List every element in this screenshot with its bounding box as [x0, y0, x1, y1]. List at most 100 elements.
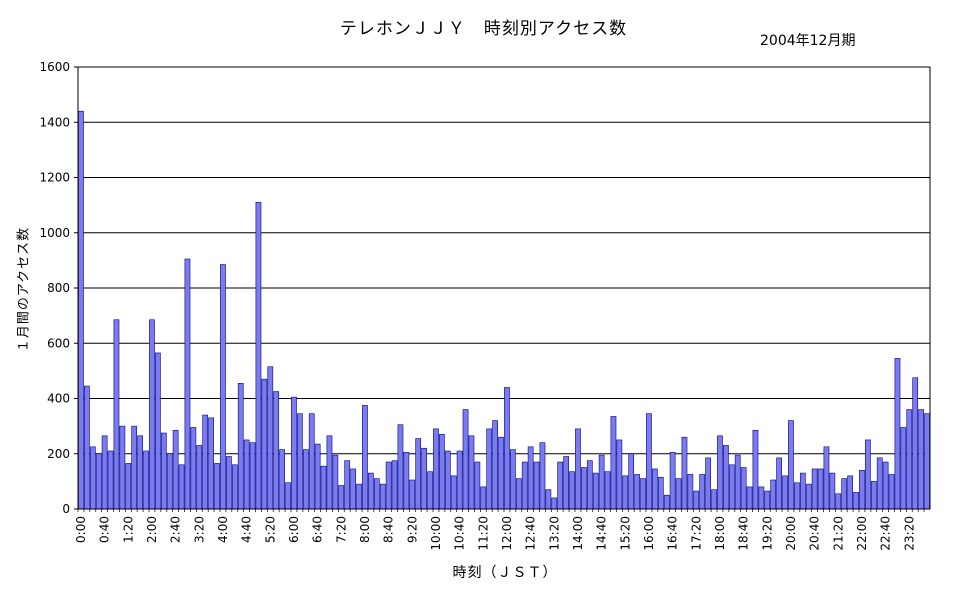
bar	[220, 264, 226, 510]
bar	[663, 494, 670, 510]
bar	[196, 445, 203, 510]
bar	[208, 417, 214, 510]
bar	[344, 460, 351, 510]
bar	[865, 439, 871, 510]
bar	[705, 457, 711, 510]
bar	[450, 475, 457, 510]
bar	[788, 420, 794, 510]
bar	[805, 483, 812, 510]
chart-title: テレホンＪＪＹ 時刻別アクセス数	[339, 19, 628, 39]
x-tick-label: 14:00	[571, 516, 585, 551]
bar	[84, 385, 90, 510]
bar	[190, 427, 197, 510]
bar	[539, 442, 546, 510]
x-tick-label: 7:20	[334, 516, 348, 543]
bar	[166, 453, 173, 510]
x-tick-label: 4:00	[216, 516, 230, 543]
bar	[717, 435, 723, 510]
y-axis: 0 200 400 600 800 1000 1200 1400 1600	[39, 60, 78, 516]
bar	[439, 434, 445, 510]
bar	[551, 497, 558, 510]
bar	[237, 383, 244, 510]
x-tick-label: 22:40	[879, 516, 893, 551]
bar	[616, 439, 623, 510]
bar	[444, 450, 451, 510]
bar	[308, 413, 315, 510]
bar	[586, 460, 593, 510]
bar	[711, 489, 717, 510]
bar	[184, 258, 191, 510]
bar	[894, 358, 901, 510]
bar	[320, 465, 327, 510]
bar	[415, 438, 422, 510]
bar	[598, 454, 605, 510]
x-tick-label: 10:00	[429, 516, 443, 551]
x-tick-label: 10:40	[453, 516, 467, 551]
bar	[657, 476, 664, 510]
x-tick-label: 3:20	[192, 516, 206, 543]
bar	[291, 396, 297, 510]
chart-period: 2004年12月期	[760, 33, 856, 49]
bar	[699, 474, 706, 510]
bar	[202, 414, 209, 510]
bar	[433, 428, 439, 510]
bar	[752, 429, 759, 510]
bar	[160, 432, 167, 510]
bar	[255, 202, 262, 510]
bar	[178, 464, 185, 510]
x-tick-label: 18:00	[713, 516, 727, 551]
bar	[634, 474, 640, 510]
x-tick-label: 15:20	[618, 516, 632, 551]
bar	[521, 461, 528, 510]
x-tick-label: 16:40	[666, 516, 680, 551]
bar	[113, 319, 120, 510]
bar	[214, 463, 220, 510]
bar	[462, 409, 469, 510]
bar	[811, 468, 818, 510]
y-tick-label: 1200	[39, 171, 70, 185]
y-tick-label: 200	[47, 447, 70, 461]
x-tick-label: 0:00	[74, 516, 88, 543]
bar	[456, 450, 463, 510]
x-tick-label: 2:00	[145, 516, 159, 543]
bar	[746, 486, 753, 510]
bar	[373, 478, 380, 510]
bar	[338, 485, 345, 510]
x-tick-label: 20:40	[808, 516, 822, 551]
bar	[646, 413, 652, 510]
bar	[669, 452, 676, 510]
bar	[776, 457, 782, 510]
x-tick-label: 6:00	[287, 516, 301, 543]
bar	[474, 461, 481, 510]
bar	[273, 391, 280, 510]
bar	[385, 461, 392, 510]
x-axis-label: 時刻（ＪＳＴ）	[452, 565, 558, 581]
bar	[314, 443, 321, 510]
bar	[409, 479, 416, 510]
bar	[362, 405, 368, 510]
bar	[249, 442, 256, 510]
bar	[119, 425, 126, 510]
bar	[876, 457, 883, 510]
x-tick-label: 19:20	[760, 516, 774, 551]
x-tick-label: 11:20	[476, 516, 490, 551]
bar	[569, 471, 575, 510]
bar	[563, 456, 569, 510]
bar	[687, 474, 694, 510]
bar	[326, 435, 333, 510]
bar	[397, 424, 404, 510]
bar	[297, 413, 303, 510]
y-tick-label: 0	[62, 502, 70, 516]
bar	[610, 416, 617, 510]
bar	[847, 475, 853, 510]
bar	[107, 450, 114, 510]
bar	[835, 493, 842, 510]
y-tick-label: 1000	[39, 226, 70, 240]
x-tick-label: 9:20	[405, 516, 419, 543]
bar	[918, 409, 924, 510]
bar	[391, 460, 398, 510]
bar	[888, 474, 895, 510]
x-tick-label: 2:40	[169, 516, 183, 543]
bar	[581, 467, 587, 510]
bar	[101, 435, 108, 510]
